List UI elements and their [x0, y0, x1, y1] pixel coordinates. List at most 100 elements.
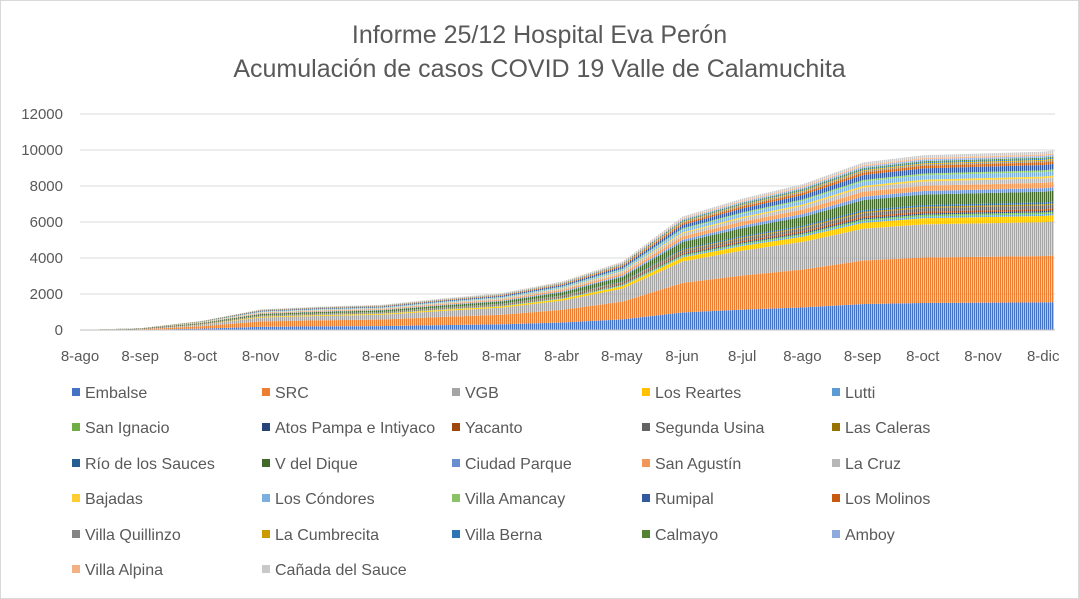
area-bar-segment: [308, 320, 310, 327]
area-bar-segment: [294, 312, 296, 315]
area-bar-segment: [210, 323, 212, 326]
area-bar-segment: [436, 310, 438, 312]
area-bar-segment: [432, 311, 434, 318]
area-bar-segment: [348, 326, 350, 330]
area-bar-segment: [182, 327, 184, 329]
area-bar-segment: [398, 309, 400, 311]
area-bar-segment: [400, 308, 402, 309]
area-bar-segment: [260, 326, 262, 330]
area-bar-segment: [352, 315, 354, 320]
area-bar-segment: [152, 328, 154, 329]
area-bar-segment: [446, 298, 448, 299]
area-bar-segment: [278, 310, 280, 312]
area-bar-segment: [238, 320, 240, 324]
area-bar-segment: [404, 308, 406, 311]
area-bar-segment: [354, 309, 356, 310]
area-bar-segment: [382, 309, 384, 310]
area-bar-segment: [300, 312, 302, 314]
area-bar-segment: [306, 309, 308, 311]
area-bar-segment: [438, 302, 440, 304]
area-bar-segment: [366, 310, 368, 313]
area-bar-segment: [290, 326, 292, 330]
area-bar-segment: [416, 303, 418, 305]
area-bar-segment: [328, 320, 330, 327]
area-bar-segment: [306, 316, 308, 321]
area-bar-segment: [288, 311, 290, 312]
area-bar-segment: [434, 308, 436, 310]
area-bar-segment: [296, 315, 298, 317]
area-bar-segment: [336, 310, 338, 312]
area-bar-segment: [364, 308, 366, 309]
area-bar-segment: [274, 316, 276, 318]
area-bar-segment: [420, 305, 422, 307]
area-bar-segment: [294, 310, 296, 311]
area-bar-segment: [386, 307, 388, 308]
area-bar-segment: [398, 313, 400, 319]
area-bar-segment: [368, 309, 370, 311]
area-bar-segment: [298, 310, 300, 312]
area-bar-segment: [272, 312, 274, 314]
area-bar-segment: [288, 316, 290, 321]
area-bar-segment: [372, 326, 374, 330]
area-bar-segment: [310, 309, 312, 311]
area-bar-segment: [220, 324, 222, 329]
area-bar-segment: [434, 311, 436, 318]
area-bar-segment: [262, 311, 264, 313]
area-bar-segment: [210, 325, 212, 329]
area-bar-segment: [286, 320, 288, 327]
area-bar-segment: [266, 316, 268, 318]
area-bar-segment: [270, 316, 272, 318]
area-bar-segment: [348, 314, 350, 316]
area-bar-segment: [384, 306, 386, 308]
area-bar-segment: [258, 313, 260, 314]
area-bar-segment: [304, 315, 306, 317]
area-bar-segment: [212, 328, 214, 330]
area-bar-segment: [352, 309, 354, 310]
area-bar-segment: [152, 328, 154, 330]
area-bar-segment: [436, 303, 438, 305]
area-bar-segment: [290, 311, 292, 313]
area-bar-segment: [444, 310, 446, 317]
area-bar-segment: [230, 318, 232, 320]
area-bar-segment: [262, 326, 264, 330]
area-bar-segment: [332, 311, 334, 314]
area-bar-segment: [378, 313, 380, 315]
area-bar-segment: [338, 310, 340, 311]
area-bar-segment: [290, 310, 292, 312]
area-bar-segment: [360, 309, 362, 311]
area-bar-segment: [318, 315, 320, 316]
area-bar-segment: [270, 310, 272, 312]
area-bar-segment: [398, 308, 400, 310]
area-bar-segment: [422, 317, 424, 326]
area-bar-segment: [310, 308, 312, 310]
area-bar-segment: [430, 308, 432, 310]
area-bar-segment: [444, 305, 446, 308]
area-bar-segment: [410, 305, 412, 307]
area-bar-segment: [264, 321, 266, 327]
area-bar-segment: [326, 314, 328, 316]
area-bar-segment: [338, 315, 340, 321]
area-bar-segment: [446, 307, 448, 309]
area-bar-segment: [426, 309, 428, 310]
area-bar-segment: [278, 312, 280, 313]
area-bar-segment: [428, 325, 430, 330]
area-bar-segment: [334, 310, 336, 312]
area-bar-segment: [316, 309, 318, 311]
area-bar-segment: [414, 325, 416, 330]
area-bar-segment: [430, 310, 432, 312]
area-bar-segment: [308, 309, 310, 311]
area-bar-segment: [396, 313, 398, 319]
area-bar-segment: [360, 314, 362, 316]
area-bar-segment: [298, 310, 300, 311]
area-bar-segment: [414, 304, 416, 306]
area-bar-segment: [246, 319, 248, 323]
area-bar-segment: [282, 316, 284, 322]
area-bar-segment: [444, 304, 446, 306]
area-bar-segment: [402, 308, 404, 309]
area-bar-segment: [442, 309, 444, 311]
area-bar-segment: [332, 308, 334, 310]
area-bar-segment: [416, 307, 418, 310]
area-bar-segment: [276, 311, 278, 312]
area-bar-segment: [404, 325, 406, 330]
area-bar-segment: [230, 320, 232, 322]
